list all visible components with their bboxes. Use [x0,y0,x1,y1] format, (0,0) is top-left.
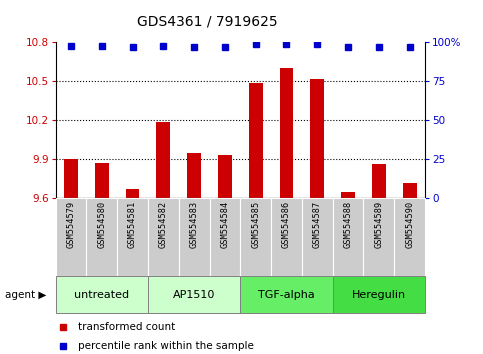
Bar [333,276,425,313]
Text: percentile rank within the sample: percentile rank within the sample [78,341,254,351]
Text: transformed count: transformed count [78,322,175,332]
Bar [364,198,394,276]
Bar [333,198,364,276]
Text: GSM554581: GSM554581 [128,201,137,248]
Text: AP1510: AP1510 [173,290,215,300]
Bar [218,155,232,198]
Bar [394,198,425,276]
Bar [403,183,416,198]
Bar [148,198,179,276]
Bar [179,198,210,276]
Bar [56,198,86,276]
Text: GSM554579: GSM554579 [67,201,75,248]
Text: GSM554588: GSM554588 [343,201,353,248]
Bar [240,198,271,276]
Text: GSM554589: GSM554589 [374,201,384,248]
Bar [64,159,78,198]
Bar [249,83,263,198]
Bar [126,189,140,198]
Text: untreated: untreated [74,290,129,300]
Text: GSM554583: GSM554583 [190,201,199,248]
Bar [117,198,148,276]
Text: GSM554585: GSM554585 [251,201,260,248]
Bar [240,276,333,313]
Text: GSM554586: GSM554586 [282,201,291,248]
Bar [56,276,148,313]
Bar [311,79,324,198]
Bar [148,276,241,313]
Bar [187,153,201,198]
Bar [95,163,109,198]
Bar [302,198,333,276]
Bar [341,192,355,198]
Text: GSM554582: GSM554582 [159,201,168,248]
Text: GSM554590: GSM554590 [405,201,414,248]
Bar [372,165,386,198]
Bar [280,68,293,198]
Text: agent ▶: agent ▶ [5,290,46,300]
Text: GSM554584: GSM554584 [220,201,229,248]
Text: GSM554580: GSM554580 [97,201,106,248]
Text: GDS4361 / 7919625: GDS4361 / 7919625 [137,14,278,28]
Bar [86,198,117,276]
Bar [156,122,170,198]
Bar [271,198,302,276]
Text: Heregulin: Heregulin [352,290,406,300]
Text: GSM554587: GSM554587 [313,201,322,248]
Text: TGF-alpha: TGF-alpha [258,290,315,300]
Bar [210,198,240,276]
